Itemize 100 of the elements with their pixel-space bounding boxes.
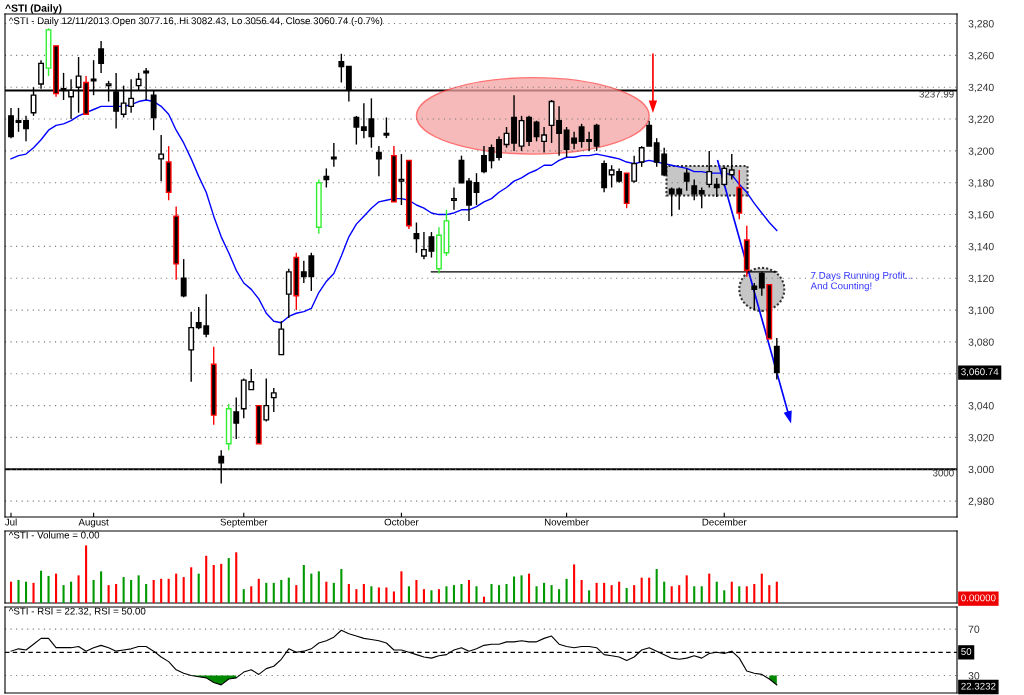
ref-line-label: 50: [961, 648, 972, 655]
bar: [377, 587, 380, 603]
y-tick-label: 3,140: [968, 242, 994, 252]
bar: [775, 581, 778, 603]
bar: [760, 573, 763, 603]
bar: [17, 579, 20, 603]
bar: [693, 586, 696, 603]
bar: [670, 586, 673, 603]
bar: [212, 564, 215, 603]
candlestick: [8, 107, 14, 139]
candlestick: [233, 396, 240, 440]
candlestick: [413, 221, 420, 254]
bar: [92, 579, 95, 603]
y-tick-label: 3,260: [968, 51, 994, 61]
bar: [115, 583, 118, 603]
bar: [640, 577, 643, 603]
bar: [430, 590, 433, 603]
bar: [287, 577, 290, 603]
bar: [528, 573, 531, 603]
candlestick: [323, 167, 330, 189]
bar: [137, 575, 140, 603]
candlestick: [180, 258, 187, 299]
y-tick-label: 3,080: [968, 338, 994, 348]
bar: [77, 575, 80, 603]
bar: [768, 585, 771, 603]
bar: [325, 581, 328, 603]
bar: [715, 581, 718, 603]
bar: [497, 585, 501, 603]
bar: [340, 569, 343, 603]
candlestick: [23, 115, 29, 143]
bar: [400, 571, 403, 603]
bar: [655, 569, 658, 603]
bar: [280, 579, 283, 603]
bar: [362, 583, 365, 603]
bar: [437, 589, 441, 603]
bar: [130, 579, 133, 603]
bar: [265, 582, 268, 603]
candlestick: [496, 135, 502, 162]
text: 22.3232: [961, 682, 996, 690]
bar: [355, 589, 358, 603]
bar: [32, 582, 35, 603]
candlestick: [383, 116, 390, 139]
candlestick: [270, 387, 277, 413]
y-tick-label: 2,980: [968, 497, 994, 507]
x-tick-label: December: [702, 518, 747, 526]
bar: [205, 555, 208, 603]
bar: [107, 585, 110, 603]
bar: [24, 581, 28, 603]
bar: [332, 582, 335, 603]
bar: [678, 585, 681, 603]
bar: [227, 558, 230, 603]
bar: [475, 586, 478, 603]
y-tick-label: 3,100: [968, 306, 994, 316]
bar: [317, 571, 320, 603]
candlestick: [593, 123, 600, 152]
x-tick-label: Jul: [4, 518, 17, 526]
y-tick-label: 70: [968, 625, 980, 633]
bar: [182, 577, 185, 603]
y-tick-label: 3,220: [968, 115, 994, 125]
bar: [167, 578, 170, 603]
y-tick-label: 3,040: [968, 402, 994, 411]
x-tick-label: November: [544, 518, 589, 526]
bar: [663, 581, 666, 603]
candlestick: [338, 53, 345, 84]
candlestick: [683, 167, 690, 192]
chart-title: ^STI - RSI = 22.32, RSI = 50.00: [8, 607, 146, 616]
bar: [302, 564, 305, 603]
bar: [100, 571, 103, 603]
bar: [618, 581, 621, 603]
bar: [520, 575, 523, 603]
candlestick: [330, 142, 337, 168]
bar: [392, 591, 395, 603]
bar: [250, 586, 253, 603]
text: 0.00000: [961, 594, 996, 602]
bar: [310, 573, 313, 603]
bar: [633, 585, 636, 603]
bar: [370, 586, 373, 603]
bar: [242, 589, 245, 603]
bar: [197, 573, 200, 603]
bar: [407, 586, 410, 603]
candlestick: [451, 186, 457, 211]
y-tick-label: 3,240: [968, 83, 994, 93]
bar: [257, 578, 260, 603]
candlestick: [601, 159, 608, 193]
candlestick: [420, 231, 427, 260]
candlestick: [375, 145, 382, 178]
bar: [685, 575, 688, 603]
candlestick: [158, 134, 165, 182]
bar: [235, 552, 238, 603]
bar: [190, 567, 193, 603]
y-tick-label: 3,120: [968, 274, 994, 284]
bar: [47, 575, 50, 603]
bar: [730, 581, 733, 603]
bar: [452, 585, 456, 603]
y-tick-label: 3,280: [968, 20, 994, 29]
bar: [39, 570, 43, 603]
chart-subtitle: ^STI - Daily 12/11/2013 Open 3077.16, Hi 3082.43, Lo 3056.44, Close 3060.74 (-0.7%): [8, 17, 383, 27]
text: 3,060.74: [961, 368, 999, 377]
bar: [152, 579, 155, 603]
bar: [460, 583, 463, 603]
